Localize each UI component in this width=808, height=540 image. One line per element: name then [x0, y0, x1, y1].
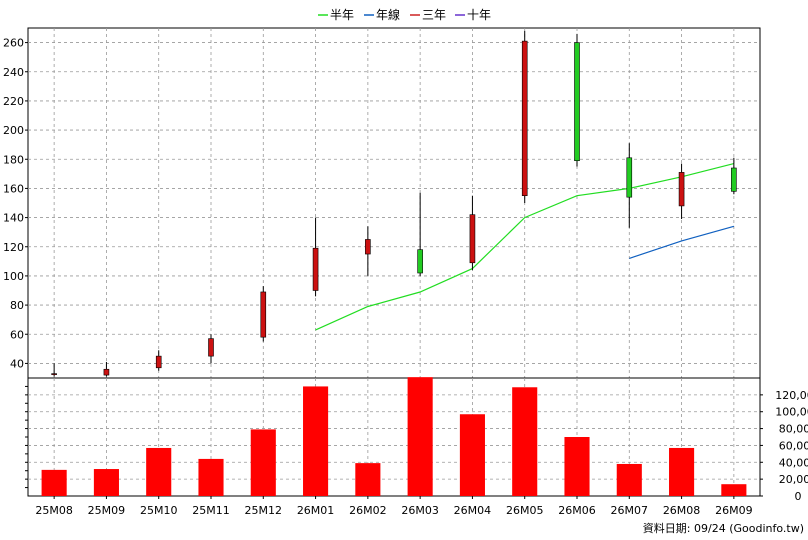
y-tick-label: 140 [3, 212, 24, 225]
legend: 半年 年線 三年 十年 [318, 7, 491, 22]
candle-body [260, 291, 267, 338]
candle-body [312, 247, 319, 291]
volume-bar [669, 447, 695, 496]
candle-body [521, 40, 528, 197]
y-tick-label: 80 [10, 299, 24, 312]
x-tick-label: 25M09 [88, 504, 126, 517]
x-tick-label: 26M02 [349, 504, 387, 517]
legend-label: 半年 [330, 8, 354, 22]
y-tick-label: 180 [3, 153, 24, 166]
x-tick-label: 26M06 [558, 504, 596, 517]
y-tick-label: 160 [3, 182, 24, 195]
volume-bar [198, 458, 224, 496]
y-tick-label: 260 [3, 37, 24, 50]
legend-label: 三年 [422, 8, 446, 22]
volume-bar [41, 469, 67, 496]
y-tick-label: 240 [3, 66, 24, 79]
volume-frame [27, 377, 761, 497]
volume-bar [564, 437, 590, 496]
ma-year-line [629, 225, 735, 259]
volume-tick-label: 100,000 [775, 406, 808, 419]
x-tick-label: 26M09 [715, 504, 753, 517]
volume-bar [721, 484, 747, 496]
candle-body [574, 42, 580, 162]
volume-bars [41, 377, 747, 496]
x-tick-label: 25M08 [35, 504, 73, 517]
x-tick-label: 25M12 [245, 504, 283, 517]
candle-body [417, 249, 423, 274]
x-tick-label: 25M10 [140, 504, 178, 517]
candle-body [365, 239, 371, 255]
volume-bar [250, 429, 276, 496]
y-tick-label: 120 [3, 241, 24, 254]
x-tick-label: 26M08 [663, 504, 701, 517]
candle-body [208, 338, 214, 357]
x-tick-label: 26M03 [401, 504, 439, 517]
candle-body [626, 157, 633, 198]
data-date-footer: 資料日期: 09/24 (Goodinfo.tw) [643, 521, 804, 535]
y-tick-label: 100 [3, 270, 24, 283]
volume-tick-label: 120,000 [775, 389, 808, 402]
x-tick-label: 26M04 [454, 504, 492, 517]
price-y-axis: 40 60 80 100 120 140 160 180 200 220 240 260 [3, 37, 28, 370]
candlesticks [51, 30, 737, 377]
candle-body [469, 214, 476, 264]
price-frame [27, 27, 761, 379]
volume-tick-label: 0 [795, 490, 802, 503]
volume-tick-label: 20,000 [779, 473, 808, 486]
volume-bar [616, 463, 642, 496]
volume-y-axis: 0 20,000 40,000 60,000 80,000 100,000 120,000 [25, 385, 808, 503]
candle-body [678, 172, 685, 207]
y-tick-label: 200 [3, 124, 24, 137]
y-tick-label: 40 [10, 357, 24, 370]
volume-bar [146, 447, 172, 496]
x-tick-label: 25M11 [192, 504, 230, 517]
candle-body [103, 368, 110, 376]
volume-tick-label: 40,000 [779, 456, 808, 469]
ma-half-year-line [315, 163, 735, 331]
volume-bar [93, 469, 119, 496]
y-tick-label: 60 [10, 328, 24, 341]
volume-bar [303, 386, 329, 496]
volume-bar [512, 387, 538, 496]
x-tick-label: 26M07 [611, 504, 649, 517]
volume-panel: 0 20,000 40,000 60,000 80,000 100,000 120,000 [25, 377, 808, 503]
moving-average-lines [315, 163, 735, 331]
candle-body [155, 355, 162, 369]
legend-label: 十年 [467, 8, 491, 22]
x-tick-label: 26M01 [297, 504, 335, 517]
volume-bar [407, 377, 433, 496]
x-tick-label: 26M05 [506, 504, 544, 517]
candle-body [731, 167, 737, 192]
price-panel: 40 60 80 100 120 140 160 180 200 220 240 260 [3, 27, 761, 379]
price-grid [28, 28, 760, 378]
volume-bar [355, 463, 381, 496]
volume-bar [459, 414, 485, 496]
x-axis: 25M08 25M09 25M10 25M11 25M12 26M01 26M02 26M03… [35, 496, 753, 517]
candle-body [51, 373, 57, 375]
legend-label: 年線 [376, 7, 400, 22]
y-tick-label: 220 [3, 95, 24, 108]
volume-tick-label: 80,000 [779, 423, 808, 436]
volume-tick-label: 60,000 [779, 439, 808, 452]
